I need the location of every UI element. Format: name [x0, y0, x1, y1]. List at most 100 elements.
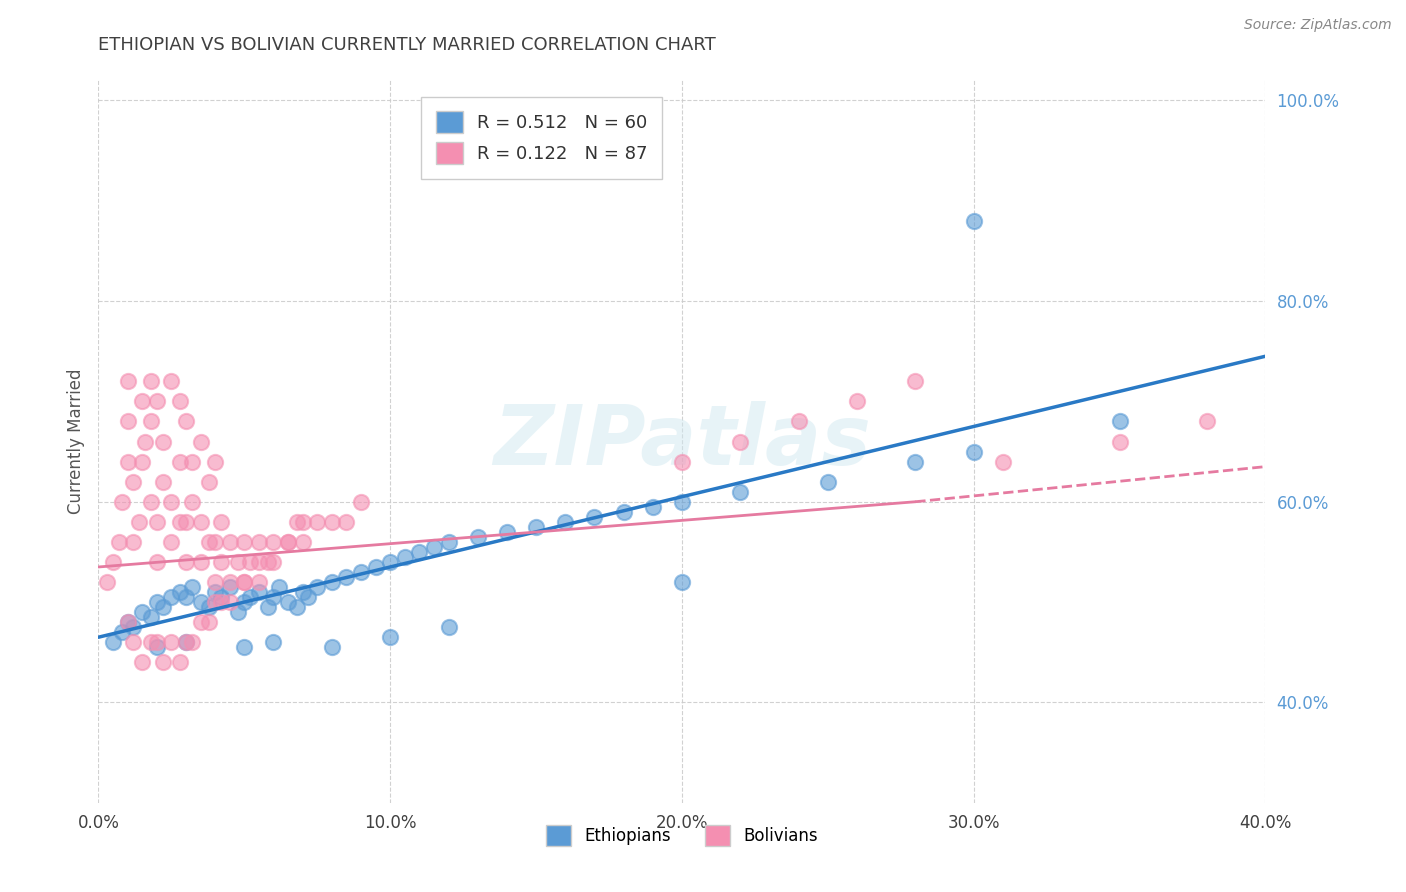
Point: [350, 565, 373, 579]
Point: [641, 500, 664, 514]
Point: [198, 475, 221, 489]
Point: [247, 534, 270, 549]
Point: [169, 655, 191, 669]
Point: [152, 475, 174, 489]
Point: [817, 475, 839, 489]
Legend: Ethiopians, Bolivians: Ethiopians, Bolivians: [540, 819, 824, 852]
Point: [108, 534, 131, 549]
Point: [117, 374, 139, 388]
Point: [262, 534, 284, 549]
Point: [247, 574, 270, 589]
Point: [350, 494, 373, 508]
Point: [117, 454, 139, 468]
Point: [233, 574, 256, 589]
Point: [233, 640, 256, 655]
Point: [1108, 414, 1130, 428]
Point: [496, 524, 519, 539]
Point: [146, 640, 169, 655]
Point: [262, 555, 284, 569]
Point: [408, 545, 430, 559]
Point: [239, 590, 262, 604]
Text: ETHIOPIAN VS BOLIVIAN CURRENTLY MARRIED CORRELATION CHART: ETHIOPIAN VS BOLIVIAN CURRENTLY MARRIED …: [98, 36, 716, 54]
Point: [612, 505, 634, 519]
Point: [180, 635, 202, 649]
Point: [394, 549, 416, 564]
Point: [117, 615, 139, 630]
Point: [247, 555, 270, 569]
Point: [962, 213, 984, 227]
Point: [169, 515, 191, 529]
Point: [122, 635, 145, 649]
Point: [160, 534, 183, 549]
Point: [239, 555, 262, 569]
Point: [904, 454, 927, 468]
Point: [174, 555, 197, 569]
Point: [321, 515, 343, 529]
Point: [209, 590, 232, 604]
Point: [307, 580, 329, 594]
Point: [256, 555, 278, 569]
Point: [131, 655, 153, 669]
Point: [277, 534, 299, 549]
Point: [204, 454, 226, 468]
Point: [787, 414, 810, 428]
Point: [730, 434, 752, 449]
Point: [139, 414, 162, 428]
Point: [321, 640, 343, 655]
Point: [111, 494, 134, 508]
Point: [160, 374, 183, 388]
Point: [209, 555, 232, 569]
Point: [160, 635, 183, 649]
Point: [204, 574, 226, 589]
Point: [583, 509, 606, 524]
Point: [117, 414, 139, 428]
Point: [269, 580, 291, 594]
Point: [218, 595, 240, 609]
Point: [174, 635, 197, 649]
Point: [262, 590, 284, 604]
Point: [730, 484, 752, 499]
Point: [218, 534, 240, 549]
Point: [122, 475, 145, 489]
Point: [233, 595, 256, 609]
Point: [146, 635, 169, 649]
Point: [218, 580, 240, 594]
Point: [174, 414, 197, 428]
Point: [904, 374, 927, 388]
Point: [198, 615, 221, 630]
Point: [101, 555, 124, 569]
Point: [131, 394, 153, 409]
Point: [307, 515, 329, 529]
Point: [139, 635, 162, 649]
Point: [169, 454, 191, 468]
Point: [380, 630, 402, 644]
Point: [174, 590, 197, 604]
Point: [291, 515, 314, 529]
Point: [174, 635, 197, 649]
Point: [1195, 414, 1218, 428]
Point: [152, 600, 174, 615]
Point: [277, 534, 299, 549]
Text: ZIPatlas: ZIPatlas: [494, 401, 870, 482]
Point: [160, 590, 183, 604]
Point: [671, 454, 693, 468]
Point: [467, 530, 489, 544]
Point: [190, 615, 212, 630]
Point: [233, 534, 256, 549]
Point: [146, 555, 169, 569]
Point: [297, 590, 319, 604]
Point: [204, 585, 226, 599]
Point: [101, 635, 124, 649]
Point: [204, 534, 226, 549]
Point: [228, 605, 250, 619]
Point: [380, 555, 402, 569]
Point: [190, 434, 212, 449]
Point: [209, 515, 232, 529]
Point: [96, 574, 118, 589]
Point: [152, 655, 174, 669]
Point: [671, 494, 693, 508]
Point: [262, 635, 284, 649]
Point: [169, 585, 191, 599]
Point: [122, 534, 145, 549]
Point: [846, 394, 869, 409]
